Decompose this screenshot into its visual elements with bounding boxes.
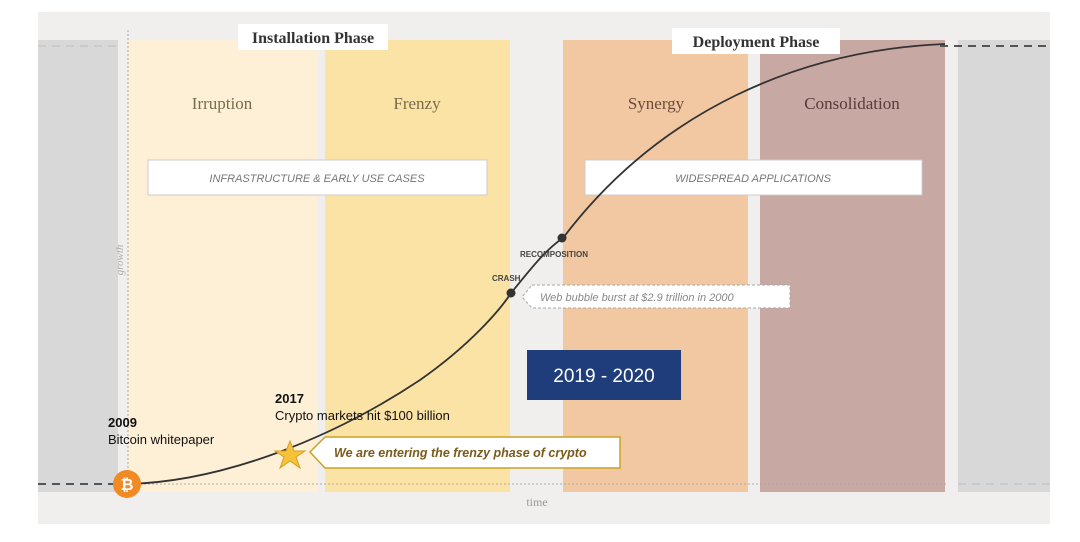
star bbox=[273, 439, 307, 470]
info-text: INFRASTRUCTURE & EARLY USE CASES bbox=[209, 173, 425, 185]
phase-box bbox=[238, 24, 388, 50]
event-text: Crypto markets hit $100 billion bbox=[275, 408, 450, 423]
note-box bbox=[521, 284, 791, 309]
highlight-text: 2019 - 2020 bbox=[553, 366, 654, 387]
point-label: RECOMPOSITION bbox=[520, 250, 588, 259]
highlight-box bbox=[527, 350, 681, 400]
band-synergy bbox=[563, 40, 748, 492]
phase-box bbox=[672, 28, 840, 54]
y-axis-label: growth bbox=[114, 244, 126, 275]
band-frenzy bbox=[325, 40, 510, 492]
note-text: Web bubble burst at $2.9 trillion in 200… bbox=[540, 292, 735, 304]
info-box bbox=[584, 159, 923, 196]
band-consolidation bbox=[760, 40, 945, 492]
bitcoin-symbol: ₿ bbox=[120, 476, 133, 494]
bitcoin-icon bbox=[113, 470, 141, 498]
callout-box bbox=[308, 436, 621, 469]
point bbox=[506, 288, 516, 298]
event-year: 2009 bbox=[108, 415, 137, 430]
right-column bbox=[958, 40, 1050, 492]
phase-label: Deployment Phase bbox=[693, 34, 820, 51]
info-text: WIDESPREAD APPLICATIONS bbox=[675, 173, 832, 185]
point bbox=[557, 233, 567, 243]
left-column bbox=[38, 40, 118, 492]
info-box bbox=[147, 159, 488, 196]
point-label: CRASH bbox=[492, 274, 521, 283]
phase-label: Installation Phase bbox=[252, 30, 374, 47]
stage-label: Synergy bbox=[628, 94, 685, 113]
stage-label: Irruption bbox=[192, 94, 253, 113]
callout-text: We are entering the frenzy phase of cryp… bbox=[334, 446, 587, 460]
event-text: Bitcoin whitepaper bbox=[108, 432, 215, 447]
band-irruption bbox=[128, 40, 318, 492]
event-year: 2017 bbox=[275, 391, 304, 406]
stage-label: Consolidation bbox=[804, 94, 900, 113]
x-axis-label: time bbox=[526, 495, 547, 509]
stage-label: Frenzy bbox=[393, 94, 441, 113]
